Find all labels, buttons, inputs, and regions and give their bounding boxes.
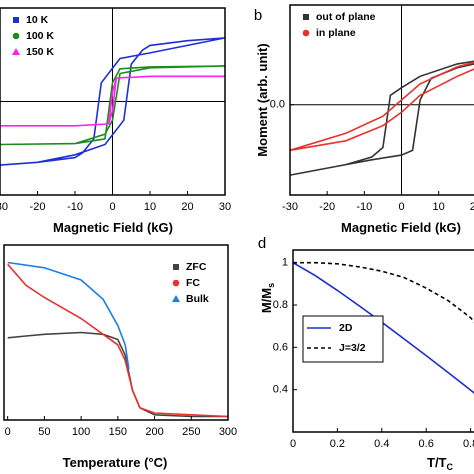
series-line [0,75,225,127]
panel-letter: d [258,235,266,252]
legend-marker [303,14,309,20]
legend-marker [12,32,20,40]
legend-label: J=3/2 [339,342,366,354]
panel-letter: b [254,7,262,24]
legend-label: 150 K [26,46,54,58]
series-line [0,65,226,146]
x-tick-label: 20 [181,201,193,213]
y-tick-label: 0.4 [273,384,288,396]
x-tick-label: 30 [219,201,231,213]
legend-marker [13,17,19,23]
legend-label: FC [186,277,200,289]
legend-marker [172,279,180,287]
legend-label: 100 K [26,30,54,42]
legend-marker [12,48,20,55]
x-tick-label: 100 [72,426,90,438]
series-line [7,261,130,370]
x-axis-label-text: T/T [427,455,447,470]
legend-marker [302,29,310,37]
x-tick-label: -20 [319,201,335,213]
legend-label: in plane [316,27,356,39]
x-tick-label: 300 [219,426,237,438]
legend-marker [172,295,180,302]
legend-label: 2D [339,322,353,334]
y-tick-label: 0.8 [273,299,288,311]
series-line [289,60,474,176]
y-tick-label: 0.0 [270,99,285,111]
series-line [293,261,474,323]
y-tick-label: 1 [282,257,288,269]
x-tick-label: -10 [67,201,83,213]
x-tick-label: -30 [282,201,298,213]
x-tick-label: 10 [433,201,445,213]
x-tick-label: 200 [145,426,163,438]
y-axis-label-sub: s [266,283,276,288]
x-axis-label-text: Magnetic Field (kG) [53,220,173,235]
x-tick-label: 0 [398,201,404,213]
legend-label: ZFC [186,261,207,273]
y-axis-label: M/Ms [259,283,276,313]
x-tick-label: -30 [0,201,8,213]
x-axis-label-text: Magnetic Field (kG) [341,220,461,235]
x-axis-label: Temperature (°C) [63,455,168,470]
series-line [7,263,229,418]
x-tick-label: 250 [182,426,200,438]
x-tick-label: 0.2 [330,438,345,450]
series-line [7,331,228,418]
x-axis-label-text: Temperature (°C) [63,455,168,470]
series-line [292,262,474,394]
y-axis-label-text: M/M [259,288,274,313]
legend-box [302,315,384,363]
x-axis-label: Magnetic Field (kG) [53,220,173,235]
x-tick-label: 0.8 [463,438,474,450]
x-tick-label: 0 [109,201,115,213]
x-axis-label: T/TC [427,455,454,472]
legend-marker [173,264,179,270]
y-axis-label-text: Moment (arb. unit) [255,43,270,156]
plot-frame [3,244,229,421]
plot-frame [292,249,474,433]
y-axis-label: Moment (arb. unit) [255,43,270,156]
x-tick-label: 0.6 [419,438,434,450]
x-tick-label: 20 [470,201,474,213]
legend-label: 10 K [26,14,49,26]
x-tick-label: -20 [30,201,46,213]
x-tick-label: 0 [290,438,296,450]
x-tick-label: -10 [356,201,372,213]
y-tick-label: 0.6 [273,341,288,353]
series-line [0,37,226,166]
x-tick-label: 10 [144,201,156,213]
x-axis-label: Magnetic Field (kG) [341,220,461,235]
legend-label: out of plane [316,11,376,23]
x-axis-label-sub: C [447,462,454,472]
x-tick-label: 0 [5,426,11,438]
x-tick-label: 0.4 [374,438,389,450]
legend-label: Bulk [186,293,209,305]
x-tick-label: 50 [38,426,50,438]
x-tick-label: 150 [109,426,127,438]
